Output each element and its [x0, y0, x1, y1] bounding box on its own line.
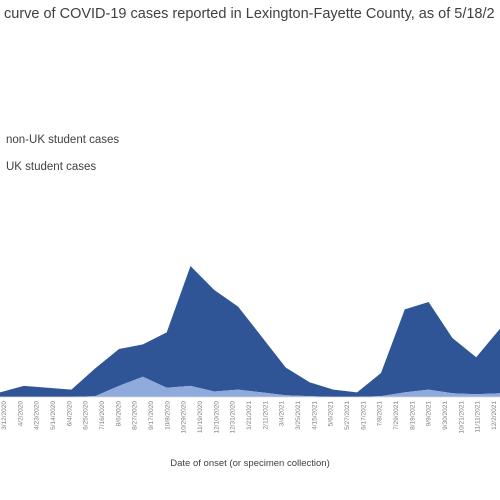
series-area-uk	[0, 376, 500, 397]
x-tick-label: 10/21/2021	[458, 401, 465, 434]
x-tick-label: 9/30/2021	[442, 401, 449, 430]
x-tick-labels: 3/12/2020 4/2/2020 4/23/2020 5/14/2020 6/4/2…	[1, 401, 498, 434]
x-tick-label: 7/29/2021	[393, 401, 400, 430]
x-tick-label: 4/2/2020	[17, 401, 24, 427]
x-tick-label: 12/10/2020	[213, 401, 220, 434]
x-tick-label: 10/29/2020	[181, 401, 188, 434]
legend-item-uk: UK student cases	[6, 161, 97, 173]
x-tick-label: 8/27/2020	[132, 401, 139, 430]
x-tick-label: 6/25/2020	[83, 401, 90, 430]
x-tick-label: 6/17/2021	[360, 401, 367, 430]
x-tick-label: 12/31/2020	[230, 401, 237, 434]
legend-item-non-uk: non-UK student cases	[6, 134, 120, 146]
x-tick-label: 11/19/2020	[197, 401, 204, 433]
x-tick-label: 10/8/2020	[164, 401, 171, 430]
x-tick-label: 9/17/2020	[148, 401, 155, 430]
x-tick-label: 3/12/2020	[1, 401, 8, 430]
x-tick-label: 3/4/2021	[279, 401, 286, 427]
x-tick-label: 4/23/2020	[34, 401, 41, 430]
x-tick-label: 9/9/2021	[426, 401, 433, 427]
x-tick-label: 7/8/2021	[377, 401, 384, 427]
x-tick-label: 5/27/2021	[344, 401, 351, 430]
series-areas	[0, 266, 500, 397]
x-tick-label: 8/6/2020	[115, 401, 122, 427]
x-tick-label: 5/14/2020	[50, 401, 57, 430]
x-tick-label: 1/21/2021	[246, 401, 253, 430]
x-tick-label: 8/19/2021	[409, 401, 416, 430]
x-tick-label: 4/15/2021	[311, 401, 318, 430]
x-tick-label: 3/25/2021	[295, 401, 302, 430]
chart-title: curve of COVID-19 cases reported in Lexi…	[4, 6, 495, 22]
x-tick-label: 2/11/2021	[262, 401, 269, 430]
series-area-non-uk	[0, 266, 500, 397]
x-axis-title: Date of onset (or specimen collection)	[170, 458, 330, 469]
x-tick-label: 11/11/2021	[475, 401, 482, 433]
x-tick-label: 6/4/2020	[66, 401, 73, 427]
x-tick-label: 5/6/2021	[328, 401, 335, 427]
x-tick-label: 12/2/2021	[491, 401, 498, 430]
x-tick-label: 7/16/2020	[99, 401, 106, 430]
